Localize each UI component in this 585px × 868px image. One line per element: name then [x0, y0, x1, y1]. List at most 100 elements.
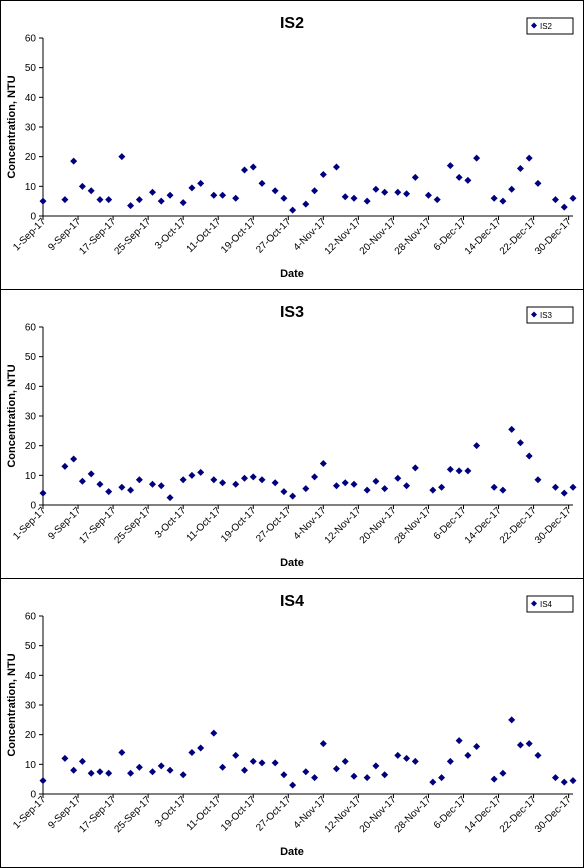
data-point — [127, 486, 135, 494]
data-point — [135, 196, 143, 204]
legend-box — [526, 17, 574, 35]
data-point — [78, 757, 86, 765]
data-point — [525, 452, 533, 460]
data-point — [188, 184, 196, 192]
chart-title: IS4 — [280, 593, 304, 610]
x-axis-label: Date — [280, 268, 304, 280]
data-point — [210, 729, 218, 737]
data-point — [280, 771, 288, 779]
data-point — [433, 196, 441, 204]
data-point — [118, 483, 126, 491]
x-tick-label: 17-Sep-17 — [77, 216, 118, 257]
x-tick-label: 30-Dec-17 — [533, 216, 574, 257]
y-tick-label: 50 — [25, 63, 37, 74]
data-point — [372, 762, 380, 770]
data-point — [394, 188, 402, 196]
data-point — [61, 196, 69, 204]
data-point — [455, 467, 463, 475]
data-point — [341, 757, 349, 765]
x-tick-label: 14-Dec-17 — [463, 505, 504, 546]
data-point — [341, 479, 349, 487]
data-point — [280, 488, 288, 496]
data-point — [490, 483, 498, 491]
x-axis-label: Date — [280, 557, 304, 569]
data-point — [438, 483, 446, 491]
data-point — [70, 766, 78, 774]
data-point — [438, 774, 446, 782]
data-point — [403, 482, 411, 490]
data-point — [249, 757, 257, 765]
data-point — [149, 188, 157, 196]
data-point — [569, 777, 577, 785]
x-tick-label: 14-Dec-17 — [463, 216, 504, 257]
data-point — [157, 482, 165, 490]
data-point — [232, 751, 240, 759]
legend-label: IS3 — [540, 311, 553, 320]
data-point — [551, 483, 559, 491]
data-point — [302, 485, 310, 493]
data-point — [240, 474, 248, 482]
data-point — [424, 191, 432, 199]
chart-title: IS3 — [280, 304, 304, 321]
data-point — [232, 194, 240, 202]
data-point — [197, 744, 205, 752]
data-point — [311, 187, 319, 195]
data-point — [332, 482, 340, 490]
data-point — [39, 777, 47, 785]
y-tick-label: 20 — [25, 730, 37, 741]
x-tick-label: 22-Dec-17 — [498, 216, 539, 257]
data-point — [446, 162, 454, 170]
data-point — [411, 757, 419, 765]
data-point — [508, 716, 516, 724]
data-point — [302, 200, 310, 208]
y-tick-label: 10 — [25, 471, 37, 482]
data-point — [350, 772, 358, 780]
data-point — [363, 486, 371, 494]
data-point — [249, 473, 257, 481]
data-point — [249, 163, 257, 171]
legend-marker — [531, 311, 537, 318]
data-point — [499, 486, 507, 494]
data-point — [551, 196, 559, 204]
data-point — [105, 769, 113, 777]
data-point — [127, 769, 135, 777]
data-point — [499, 769, 507, 777]
data-point — [429, 486, 437, 494]
chart-is2: IS201020304050601-Sep-179-Sep-1717-Sep-1… — [6, 15, 577, 280]
y-tick-label: 60 — [25, 323, 37, 334]
x-tick-label: 25-Sep-17 — [112, 505, 153, 546]
x-tick-label: 20-Nov-17 — [358, 505, 399, 546]
data-point — [381, 188, 389, 196]
data-point — [332, 765, 340, 773]
data-point — [464, 467, 472, 475]
data-point — [166, 494, 174, 502]
x-tick-label: 17-Sep-17 — [77, 505, 118, 546]
data-point — [289, 781, 297, 789]
data-point — [534, 179, 542, 187]
data-point — [516, 165, 524, 173]
y-tick-label: 10 — [25, 182, 37, 193]
data-point — [446, 757, 454, 765]
data-point — [78, 182, 86, 190]
data-point — [87, 470, 95, 478]
data-point — [311, 774, 319, 782]
data-point — [319, 170, 327, 178]
x-tick-label: 3-Oct-17 — [153, 216, 189, 252]
data-point — [166, 766, 174, 774]
y-tick-label: 30 — [25, 412, 37, 423]
data-point — [271, 759, 279, 767]
x-tick-label: 27-Oct-17 — [254, 216, 294, 256]
data-point — [61, 754, 69, 762]
legend-label: IS4 — [540, 600, 553, 609]
data-point — [560, 489, 568, 497]
data-point — [394, 751, 402, 759]
chart-panel-is4: IS4 0 10 20 30 40 50 60 1-Sep-17 9-Sep-17 17-Sep-1… — [0, 578, 584, 868]
data-point — [149, 768, 157, 776]
data-point — [78, 477, 86, 485]
data-point — [490, 194, 498, 202]
data-point — [135, 476, 143, 484]
data-point — [39, 197, 47, 205]
data-point — [403, 754, 411, 762]
data-point — [179, 199, 187, 207]
chart-is3: IS301020304050601-Sep-179-Sep-1717-Sep-1… — [6, 304, 577, 569]
